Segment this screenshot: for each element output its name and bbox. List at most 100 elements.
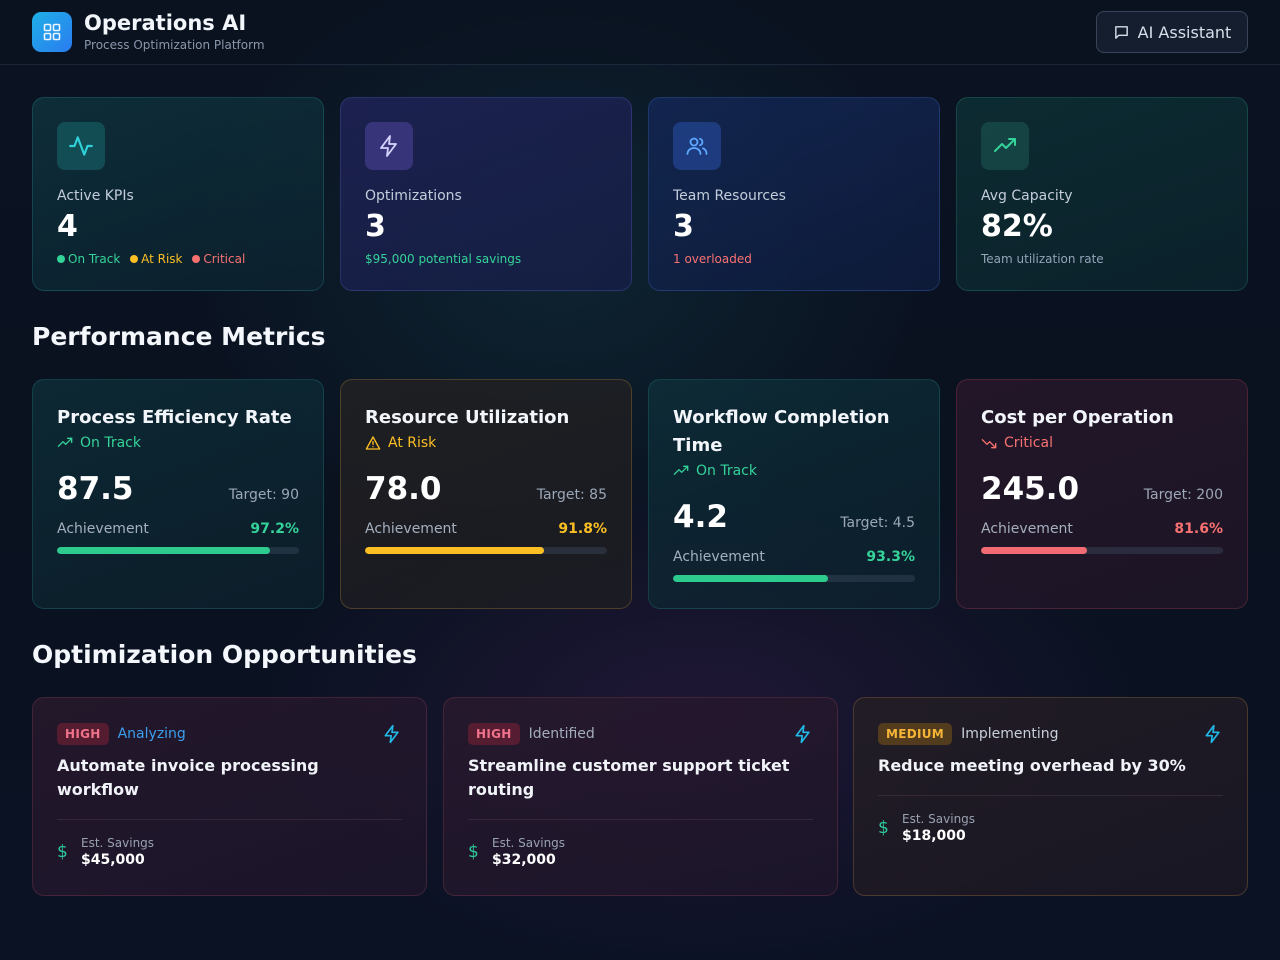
metric-value: 87.5	[57, 471, 134, 507]
dollar-icon: $	[57, 842, 68, 862]
stat-icon-box	[673, 122, 721, 170]
stat-value: 4	[57, 209, 78, 244]
metric-status-label: On Track	[696, 463, 757, 479]
opportunity-card-meeting-overhead[interactable]: MEDIUM Implementing Reduce meeting overh…	[853, 697, 1248, 896]
stat-note: Team utilization rate	[981, 252, 1104, 266]
progress-bar	[673, 575, 915, 582]
legend-at-risk: At Risk	[141, 252, 183, 266]
achievement-percent: 81.6%	[1174, 521, 1223, 537]
metric-value-row: 87.5 Target: 90	[57, 471, 299, 507]
savings-block: $ Est. Savings $32,000	[468, 836, 813, 868]
lightning-icon	[380, 135, 397, 157]
app-logo[interactable]	[32, 12, 72, 52]
savings-label: Est. Savings	[902, 812, 976, 826]
metric-status: On Track	[57, 433, 299, 453]
opportunity-title: Streamline customer support ticket routi…	[468, 756, 790, 799]
lightning-icon	[795, 724, 810, 744]
stat-icon-box	[981, 122, 1029, 170]
stat-label: Optimizations	[365, 188, 462, 204]
apply-optimization-button[interactable]	[1203, 724, 1223, 744]
kpi-status-legend: On Track At Risk Critical	[57, 252, 299, 266]
progress-fill	[981, 547, 1088, 554]
ai-assistant-button[interactable]: AI Assistant	[1096, 11, 1248, 53]
progress-fill	[57, 547, 270, 554]
achievement-label: Achievement	[981, 521, 1073, 537]
warning-icon	[365, 436, 381, 450]
metric-value: 4.2	[673, 499, 728, 535]
ai-assistant-label: AI Assistant	[1137, 22, 1232, 42]
metric-card-cost-per-operation[interactable]: Cost per Operation Critical 245.0 Target…	[956, 379, 1248, 609]
stat-label: Avg Capacity	[981, 188, 1073, 204]
metric-value-row: 78.0 Target: 85	[365, 471, 607, 507]
achievement-percent: 93.3%	[866, 549, 915, 565]
progress-bar	[57, 547, 299, 554]
top-bar: Operations AI Process Optimization Platf…	[0, 0, 1280, 65]
priority-badge: HIGH	[57, 723, 109, 745]
metric-target: Target: 90	[228, 487, 299, 503]
app-subtitle: Process Optimization Platform	[84, 38, 265, 52]
opportunity-title: Automate invoice processing workflow	[57, 756, 319, 799]
stat-icon-box	[57, 122, 105, 170]
opportunity-status: Identified	[528, 726, 595, 742]
metric-value: 78.0	[365, 471, 442, 507]
metric-value-row: 4.2 Target: 4.5	[673, 499, 915, 535]
dollar-icon: $	[468, 842, 479, 862]
stat-icon-box	[365, 122, 413, 170]
metric-status: At Risk	[365, 433, 607, 453]
stat-value: 3	[673, 209, 694, 244]
apply-optimization-button[interactable]	[793, 724, 813, 744]
metric-value-row: 245.0 Target: 200	[981, 471, 1223, 507]
stat-card-team-resources[interactable]: Team Resources 3 1 overloaded	[648, 97, 940, 291]
metric-card-workflow-completion[interactable]: Workflow Completion Time On Track 4.2 Ta…	[648, 379, 940, 609]
divider	[878, 795, 1223, 796]
metric-status-label: At Risk	[388, 435, 437, 451]
progress-fill	[365, 547, 545, 554]
chat-icon	[1114, 25, 1128, 39]
savings-block: $ Est. Savings $45,000	[57, 836, 402, 868]
metric-status-label: On Track	[80, 435, 141, 451]
opportunity-header: HIGH Identified	[468, 722, 813, 746]
stat-card-optimizations[interactable]: Optimizations 3 $95,000 potential saving…	[340, 97, 632, 291]
users-icon	[686, 137, 708, 155]
opportunity-card-invoice[interactable]: HIGH Analyzing Automate invoice processi…	[32, 697, 427, 896]
trending-up-icon	[994, 138, 1016, 152]
achievement-row: Achievement 97.2%	[57, 521, 299, 537]
stat-note: 1 overloaded	[673, 252, 752, 266]
achievement-label: Achievement	[365, 521, 457, 537]
stat-value: 82%	[981, 209, 1053, 244]
app-title: Operations AI	[84, 11, 247, 35]
achievement-percent: 91.8%	[558, 521, 607, 537]
opportunity-card-support-routing[interactable]: HIGH Identified Streamline customer supp…	[443, 697, 838, 896]
opportunity-header: HIGH Analyzing	[57, 722, 402, 746]
metric-card-resource-utilization[interactable]: Resource Utilization At Risk 78.0 Target…	[340, 379, 632, 609]
at-risk-dot	[130, 255, 139, 263]
savings-label: Est. Savings	[81, 836, 155, 850]
lightning-icon	[1205, 724, 1220, 744]
progress-bar	[365, 547, 607, 554]
achievement-row: Achievement 91.8%	[365, 521, 607, 537]
achievement-label: Achievement	[673, 549, 765, 565]
stat-card-active-kpis[interactable]: Active KPIs 4 On Track At Risk Critical	[32, 97, 324, 291]
opportunity-status: Implementing	[961, 726, 1059, 742]
savings-value: $18,000	[902, 828, 966, 844]
priority-badge: MEDIUM	[878, 723, 953, 745]
savings-value: $32,000	[492, 852, 556, 868]
grid-icon	[43, 23, 61, 41]
apply-optimization-button[interactable]	[382, 724, 402, 744]
savings-label: Est. Savings	[492, 836, 566, 850]
divider	[57, 819, 402, 820]
metric-status: Critical	[981, 433, 1223, 453]
metric-name: Cost per Operation	[981, 407, 1174, 428]
metric-card-process-efficiency[interactable]: Process Efficiency Rate On Track 87.5 Ta…	[32, 379, 324, 609]
opportunity-header: MEDIUM Implementing	[878, 722, 1223, 746]
metric-target: Target: 85	[536, 487, 607, 503]
legend-on-track: On Track	[68, 252, 121, 266]
achievement-percent: 97.2%	[250, 521, 299, 537]
stat-note: $95,000 potential savings	[365, 252, 522, 266]
achievement-label: Achievement	[57, 521, 149, 537]
metric-target: Target: 4.5	[840, 515, 915, 531]
stat-value: 3	[365, 209, 386, 244]
stat-card-avg-capacity[interactable]: Avg Capacity 82% Team utilization rate	[956, 97, 1248, 291]
stat-label: Active KPIs	[57, 188, 134, 204]
trending-down-icon	[981, 439, 997, 449]
